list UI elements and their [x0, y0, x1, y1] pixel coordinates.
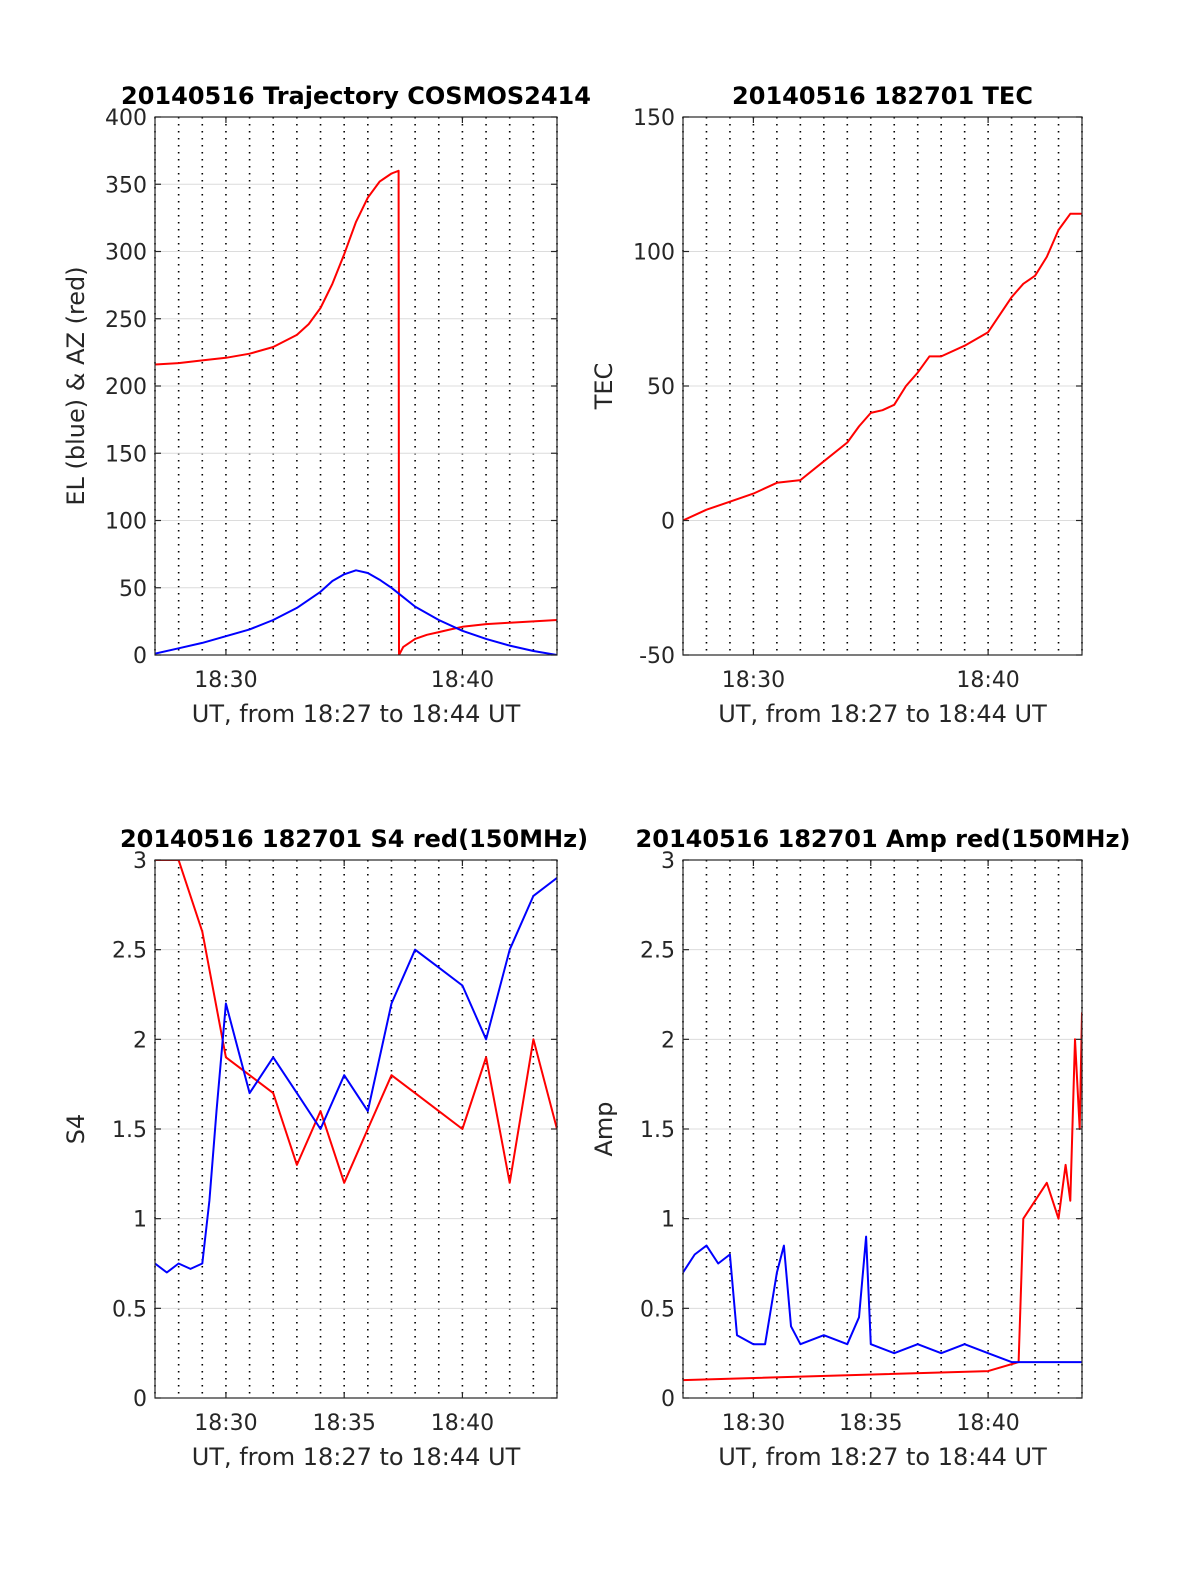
y-tick-label: 50: [647, 375, 675, 400]
y-tick-label: 3: [133, 849, 147, 874]
y-tick-label: 100: [105, 510, 147, 535]
y-tick-label: 50: [119, 577, 147, 602]
y-tick-label: 0: [661, 510, 675, 535]
y-axis-label: S4: [62, 1114, 90, 1145]
series-line-2: [683, 1235, 1082, 1364]
chart-4: 0 0.5 1 1.5 2 2.5 3 18:30 18:35 18:40 UT, from 18:…: [590, 825, 1130, 1471]
x-axis-label: UT, from 18:27 to 18:44 UT: [718, 700, 1047, 728]
y-tick-label: 150: [633, 106, 675, 131]
series-group: [155, 169, 557, 655]
chart-1: 0 50 100 150 200 250 300 350 400 18:30 18:40 UT, fr…: [62, 82, 591, 728]
y-tick-label: 1: [133, 1208, 147, 1233]
x-axis-label: UT, from 18:27 to 18:44 UT: [718, 1443, 1047, 1471]
y-tick-label: 2: [133, 1028, 147, 1053]
y-tick-label: 3: [661, 849, 675, 874]
series-line-2: [155, 877, 557, 1274]
y-tick-label: 2: [661, 1028, 675, 1053]
x-tick-label: 18:40: [956, 1411, 1019, 1436]
x-tick-label: 18:30: [194, 1411, 257, 1436]
y-tick-label: 200: [105, 375, 147, 400]
y-tick-label: 0: [661, 1387, 675, 1412]
x-tick-label: 18:35: [312, 1411, 375, 1436]
y-tick-label: 1.5: [640, 1118, 675, 1143]
series-group: [155, 860, 557, 1274]
y-tick-label: 0: [133, 1387, 147, 1412]
chart-title: 20140516 182701 TEC: [732, 82, 1033, 110]
x-axis-label: UT, from 18:27 to 18:44 UT: [192, 1443, 521, 1471]
series-line-1: [683, 1012, 1082, 1382]
grid: [154, 117, 558, 655]
chart-2: -50 0 50 100 150 18:30 18:40 UT, from 18:27 to …: [590, 82, 1083, 728]
y-tick-label: 2.5: [112, 939, 147, 964]
y-tick-label: 250: [105, 308, 147, 333]
y-tick-label: 0.5: [112, 1297, 147, 1322]
y-axis-label: Amp: [590, 1101, 618, 1156]
x-tick-label: 18:30: [722, 668, 785, 693]
x-axis-label: UT, from 18:27 to 18:44 UT: [192, 700, 521, 728]
y-tick-label: 0.5: [640, 1297, 675, 1322]
x-tick-label: 18:40: [431, 1411, 494, 1436]
chart-3: 0 0.5 1 1.5 2 2.5 3 18:30 18:35 18:40 UT, from 18:…: [62, 825, 588, 1471]
grid: [682, 860, 1083, 1398]
y-tick-label: 1.5: [112, 1118, 147, 1143]
series-group: [683, 1012, 1082, 1382]
series-group: [683, 212, 1082, 522]
y-axis-label: TEC: [590, 363, 618, 411]
x-tick-label: 18:30: [722, 1411, 785, 1436]
x-tick-label: 18:40: [956, 668, 1019, 693]
x-tick-label: 18:35: [839, 1411, 902, 1436]
grid: [682, 117, 1083, 655]
y-tick-label: 0: [133, 644, 147, 669]
y-tick-label: 2.5: [640, 939, 675, 964]
y-tick-label: 400: [105, 106, 147, 131]
y-tick-label: 100: [633, 241, 675, 266]
y-tick-label: 300: [105, 241, 147, 266]
chart-title: 20140516 182701 Amp red(150MHz): [636, 825, 1131, 853]
y-tick-label: -50: [639, 644, 675, 669]
series-line-2: [155, 569, 557, 655]
series-line-1: [155, 169, 557, 655]
series-line-1: [155, 860, 557, 1184]
chart-title: 20140516 Trajectory COSMOS2414: [121, 82, 591, 110]
x-tick-label: 18:30: [194, 668, 257, 693]
y-tick-label: 350: [105, 173, 147, 198]
chart-title: 20140516 182701 S4 red(150MHz): [120, 825, 588, 853]
y-tick-label: 1: [661, 1208, 675, 1233]
y-axis-label: EL (blue) & AZ (red): [62, 266, 90, 505]
y-tick-label: 150: [105, 442, 147, 467]
x-tick-label: 18:40: [431, 668, 494, 693]
series-line-1: [683, 212, 1082, 522]
